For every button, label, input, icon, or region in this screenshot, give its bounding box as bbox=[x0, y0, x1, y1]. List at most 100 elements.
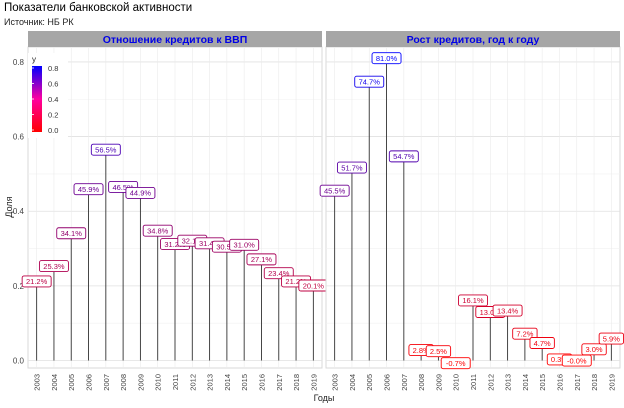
x-tick-label: 2007 bbox=[102, 374, 111, 391]
data-label-box bbox=[38, 260, 69, 273]
legend-tick-label: 0.0 bbox=[48, 126, 58, 135]
chart-title: Показатели банковской активности bbox=[4, 2, 193, 14]
data-label-box bbox=[561, 354, 592, 367]
x-tick-label: 2008 bbox=[119, 374, 128, 391]
x-tick-label: 2019 bbox=[309, 374, 318, 391]
data-label-box bbox=[371, 52, 402, 65]
x-tick-label: 2008 bbox=[417, 374, 426, 391]
data-label: 56.5% bbox=[95, 145, 117, 154]
x-tick-label: 2009 bbox=[136, 374, 145, 391]
x-tick-label: 2011 bbox=[171, 374, 180, 390]
data-label: 27.1% bbox=[251, 255, 273, 264]
data-label: 2.5% bbox=[430, 347, 447, 356]
data-label: 20.1% bbox=[303, 281, 325, 290]
data-label: 31.0% bbox=[234, 241, 256, 250]
x-tick-label: 2016 bbox=[257, 374, 266, 391]
facet-strip bbox=[326, 31, 620, 47]
data-label-box bbox=[319, 184, 350, 197]
data-label: 2.8% bbox=[413, 346, 430, 355]
legend-tick-label: 0.6 bbox=[48, 80, 58, 89]
x-tick-label: 2005 bbox=[365, 374, 374, 391]
data-label-box bbox=[354, 75, 385, 88]
x-tick-label: 2010 bbox=[452, 374, 461, 391]
data-label: 5.9% bbox=[603, 334, 620, 343]
data-label: 51.7% bbox=[341, 163, 363, 172]
x-tick-label: 2018 bbox=[292, 374, 301, 391]
data-label-box bbox=[229, 238, 260, 251]
data-label: 32.1% bbox=[182, 237, 204, 246]
x-tick-label: 2015 bbox=[538, 374, 547, 391]
legend-tick-label: 0.8 bbox=[48, 64, 58, 73]
x-tick-label: 2011 bbox=[469, 374, 478, 390]
data-label: 44.9% bbox=[130, 189, 152, 198]
x-tick-label: 2006 bbox=[85, 374, 94, 391]
data-label: 13.4% bbox=[497, 306, 519, 315]
data-label: 34.8% bbox=[147, 226, 169, 235]
data-label-box bbox=[440, 357, 471, 370]
data-label: 31.2% bbox=[164, 240, 186, 249]
y-tick-label: 0.0 bbox=[13, 357, 25, 366]
x-tick-label: 2019 bbox=[607, 374, 616, 391]
x-tick-label: 2007 bbox=[400, 374, 409, 391]
data-label: 54.7% bbox=[393, 152, 415, 161]
data-label: 45.9% bbox=[78, 185, 100, 194]
chart-subtitle: Источник: НБ РК bbox=[4, 17, 74, 27]
data-label: 81.0% bbox=[376, 54, 398, 63]
data-label: 74.7% bbox=[359, 78, 381, 87]
y-axis-title: Доля bbox=[4, 196, 14, 217]
data-label: 23.4% bbox=[268, 269, 290, 278]
data-label: 31.4% bbox=[199, 239, 221, 248]
data-label-box bbox=[336, 161, 367, 174]
y-tick-label: 0.2 bbox=[13, 282, 25, 291]
legend-title: y bbox=[32, 55, 36, 64]
facet-strip-title: Отношение кредитов к ВВП bbox=[103, 34, 248, 46]
x-tick-label: 2009 bbox=[434, 374, 443, 391]
data-label-box bbox=[388, 150, 419, 163]
x-tick-label: 2003 bbox=[331, 374, 340, 391]
data-label-box bbox=[125, 186, 156, 199]
facet-strip bbox=[28, 31, 322, 47]
data-label-box bbox=[90, 143, 121, 156]
legend-tick-label: 0.2 bbox=[48, 111, 58, 120]
data-label-box bbox=[529, 337, 555, 349]
x-tick-label: 2010 bbox=[154, 374, 163, 391]
legend-tick-label: 0.4 bbox=[48, 95, 58, 104]
data-label-box bbox=[56, 227, 87, 240]
data-label-box bbox=[73, 183, 104, 196]
data-label: 16.1% bbox=[462, 296, 484, 305]
x-tick-label: 2012 bbox=[188, 374, 197, 391]
x-tick-label: 2014 bbox=[521, 374, 530, 391]
x-tick-label: 2012 bbox=[486, 374, 495, 391]
x-tick-label: 2018 bbox=[590, 374, 599, 391]
x-tick-label: 2004 bbox=[348, 374, 357, 391]
y-tick-label: 0.6 bbox=[13, 133, 25, 142]
facet-strip-title: Рост кредитов, год к году bbox=[407, 34, 540, 46]
legend-colorbar bbox=[32, 66, 42, 132]
x-tick-label: 2006 bbox=[383, 374, 392, 391]
data-label: 3.0% bbox=[586, 345, 603, 354]
x-tick-label: 2013 bbox=[504, 374, 513, 391]
data-label: 30.5% bbox=[216, 242, 238, 251]
x-tick-label: 2003 bbox=[33, 374, 42, 391]
data-label-box bbox=[492, 304, 523, 317]
x-tick-label: 2014 bbox=[223, 374, 232, 391]
data-label: 21.2% bbox=[26, 277, 48, 286]
y-tick-label: 0.8 bbox=[13, 58, 25, 67]
data-label: 45.5% bbox=[324, 187, 346, 196]
x-axis-title: Годы bbox=[314, 393, 335, 403]
data-label: 34.1% bbox=[61, 229, 83, 238]
data-label: 46.5% bbox=[112, 183, 134, 192]
data-label-box bbox=[21, 275, 52, 288]
data-label-box bbox=[512, 327, 538, 340]
data-label: 4.7% bbox=[534, 339, 551, 348]
data-label-box bbox=[246, 253, 277, 266]
x-tick-label: 2004 bbox=[50, 374, 59, 391]
data-label: -0.7% bbox=[446, 359, 466, 368]
x-tick-label: 2017 bbox=[275, 374, 284, 391]
data-label-box bbox=[142, 224, 173, 237]
data-label-box bbox=[581, 343, 607, 356]
data-label: 21.2% bbox=[285, 277, 307, 286]
data-label: 0.3% bbox=[551, 355, 568, 364]
data-label: 13.0% bbox=[480, 308, 502, 317]
